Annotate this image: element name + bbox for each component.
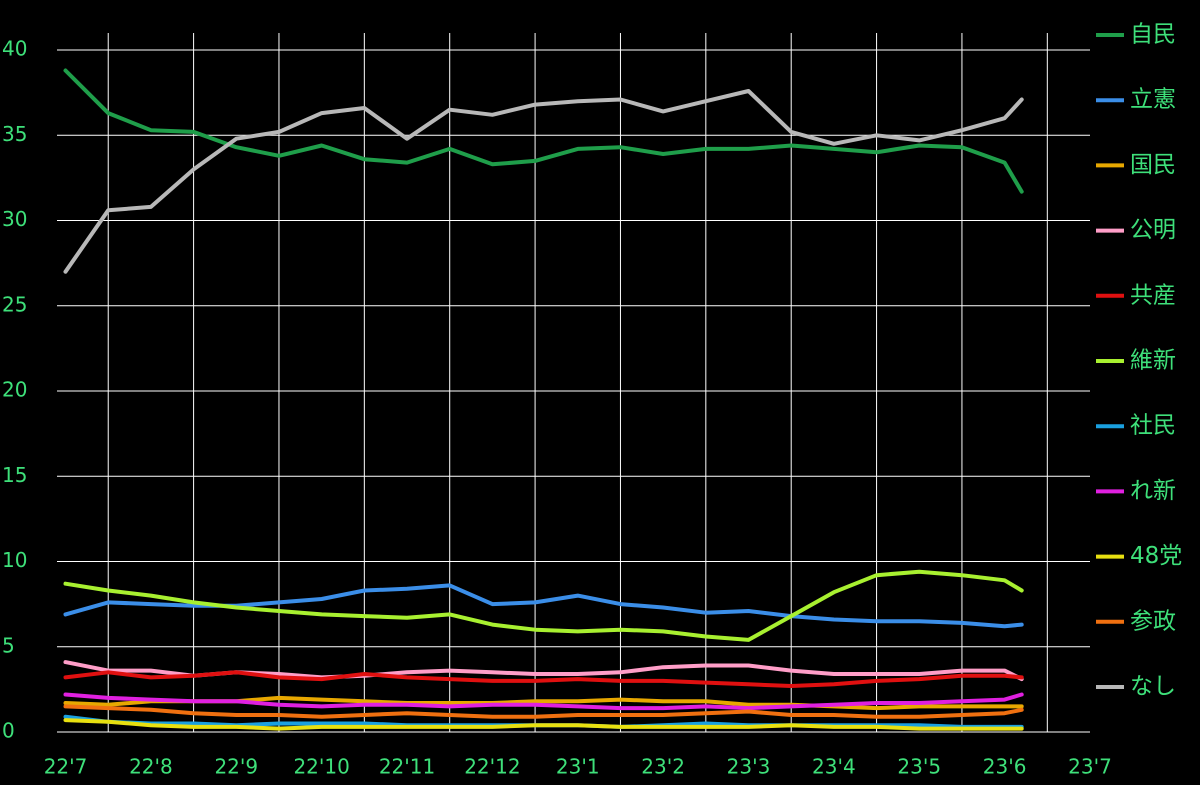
series-line bbox=[63, 692, 1024, 711]
y-tick-label: 35 bbox=[2, 122, 27, 146]
legend-label: 共産 bbox=[1130, 282, 1176, 308]
legend-label: 社民 bbox=[1130, 413, 1176, 439]
x-tick-label: 22'10 bbox=[293, 755, 349, 779]
x-tick-label: 22'7 bbox=[44, 755, 88, 779]
legend-label: 国民 bbox=[1130, 152, 1176, 178]
legend-label: 自民 bbox=[1130, 22, 1176, 48]
x-tick-label: 23'3 bbox=[727, 755, 771, 779]
y-tick-label: 5 bbox=[2, 633, 15, 657]
x-tick-label: 23'2 bbox=[641, 755, 685, 779]
series-line bbox=[63, 660, 1024, 682]
x-tick-label: 23'5 bbox=[897, 755, 941, 779]
series-line bbox=[63, 704, 1024, 719]
legend-label: れ新 bbox=[1130, 478, 1176, 504]
x-tick-label: 23'7 bbox=[1068, 755, 1112, 779]
y-tick-label: 25 bbox=[2, 292, 27, 316]
series-line bbox=[63, 718, 1024, 731]
x-tick-label: 23'1 bbox=[556, 755, 600, 779]
legend-label: 48党 bbox=[1130, 543, 1182, 569]
y-tick-label: 10 bbox=[2, 548, 27, 572]
y-tick-label: 20 bbox=[2, 378, 27, 402]
x-tick-label: 22'11 bbox=[379, 755, 435, 779]
legend-label: 立憲 bbox=[1130, 87, 1176, 113]
y-tick-label: 15 bbox=[2, 463, 27, 487]
series-line bbox=[63, 569, 1024, 642]
series-line bbox=[63, 68, 1024, 194]
legend-label: 維新 bbox=[1130, 348, 1176, 374]
x-tick-label: 23'6 bbox=[983, 755, 1027, 779]
x-tick-label: 22'9 bbox=[214, 755, 258, 779]
series-line bbox=[63, 89, 1024, 274]
x-tick-label: 22'12 bbox=[464, 755, 520, 779]
x-tick-label: 23'4 bbox=[812, 755, 856, 779]
legend-label: 公明 bbox=[1130, 217, 1176, 243]
y-tick-label: 0 bbox=[2, 719, 15, 743]
legend-label: なし bbox=[1130, 674, 1176, 700]
y-tick-label: 40 bbox=[2, 37, 27, 61]
series-line bbox=[63, 670, 1024, 688]
legend-label: 参政 bbox=[1130, 608, 1176, 634]
y-tick-label: 30 bbox=[2, 207, 27, 231]
x-tick-label: 22'8 bbox=[129, 755, 173, 779]
